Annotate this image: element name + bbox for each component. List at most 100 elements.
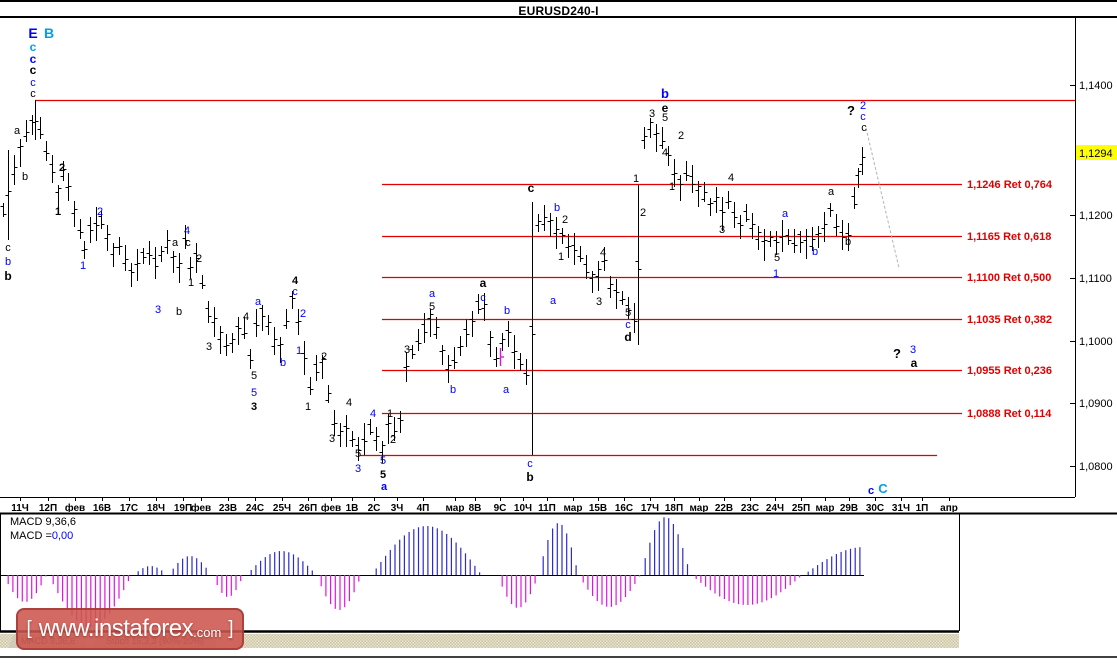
svg-text:1: 1 (80, 260, 86, 272)
svg-text:a: a (911, 356, 918, 370)
svg-text:4: 4 (243, 311, 249, 323)
svg-text:1,0888 Ret 0,114: 1,0888 Ret 0,114 (967, 408, 1052, 420)
svg-text:2: 2 (678, 130, 684, 142)
svg-text:мар: мар (690, 503, 709, 512)
svg-text:e: e (662, 101, 669, 115)
svg-text:1В: 1В (346, 503, 359, 512)
svg-text:2: 2 (300, 308, 306, 320)
svg-text:2: 2 (196, 253, 202, 265)
logo-domain: www.instaforex (38, 615, 194, 642)
svg-text:c: c (528, 181, 535, 195)
svg-text:мар: мар (564, 503, 583, 512)
svg-text:c: c (860, 111, 866, 123)
fibonacci-lines[interactable] (35, 99, 1075, 457)
svg-text:4: 4 (662, 147, 668, 159)
logo-bracket-left: [ (26, 618, 32, 639)
svg-text:1: 1 (773, 268, 779, 280)
svg-text:3: 3 (251, 401, 257, 413)
svg-text:5: 5 (355, 448, 361, 460)
svg-text:31Ч: 31Ч (892, 503, 910, 512)
macd-indicator-label: MACD 9,36,6 (10, 516, 77, 528)
macd-value-readout: MACD =0,00 (10, 530, 73, 542)
svg-text:5: 5 (429, 301, 435, 313)
svg-text:b: b (661, 86, 669, 101)
svg-text:C: C (878, 481, 888, 496)
svg-text:фев: фев (191, 502, 211, 512)
svg-text:1,0955 Ret 0,236: 1,0955 Ret 0,236 (967, 365, 1052, 377)
svg-text:2: 2 (59, 162, 65, 174)
svg-text:c: c (868, 485, 874, 497)
svg-text:a: a (782, 208, 789, 220)
svg-text:18П: 18П (665, 503, 683, 512)
svg-text:2С: 2С (368, 503, 381, 512)
svg-text:3: 3 (155, 304, 161, 316)
svg-text:b: b (812, 246, 818, 258)
svg-text:1П: 1П (916, 503, 929, 512)
svg-text:b: b (176, 306, 182, 318)
svg-text:5: 5 (662, 112, 668, 124)
svg-text:8В: 8В (469, 503, 482, 512)
svg-text:?: ? (847, 103, 855, 118)
svg-text:1,1200: 1,1200 (1079, 210, 1113, 222)
chart-title: EURUSD240-I (518, 4, 599, 18)
svg-text:фев: фев (321, 502, 341, 512)
svg-text:1: 1 (558, 251, 564, 263)
svg-text:17С: 17С (120, 503, 138, 512)
svg-text:1,1035 Ret 0,382: 1,1035 Ret 0,382 (967, 314, 1052, 326)
svg-text:3Ч: 3Ч (391, 503, 404, 512)
svg-text:1: 1 (669, 181, 675, 193)
svg-text:B: B (44, 25, 54, 41)
svg-text:b: b (504, 305, 510, 317)
svg-text:c: c (861, 122, 867, 134)
svg-text:3: 3 (596, 296, 602, 308)
svg-text:c: c (527, 458, 533, 470)
svg-text:5: 5 (774, 252, 780, 264)
svg-text:3: 3 (329, 433, 335, 445)
price-chart-canvas[interactable]: 1,1246 Ret 0,764 1,1165 Ret 0,618 1,1100 R… (0, 17, 1117, 512)
svg-text:a: a (14, 125, 21, 137)
svg-text:?: ? (893, 346, 901, 361)
svg-text:16С: 16С (615, 503, 633, 512)
svg-text:23С: 23С (741, 503, 759, 512)
svg-text:2: 2 (562, 214, 568, 226)
svg-text:b: b (5, 256, 11, 268)
projection-line[interactable] (865, 127, 900, 269)
svg-text:1: 1 (55, 206, 61, 218)
svg-text:b: b (450, 384, 456, 396)
svg-text:1: 1 (188, 277, 194, 289)
svg-text:25Ч: 25Ч (273, 503, 291, 512)
svg-text:5: 5 (380, 469, 386, 481)
svg-text:a: a (480, 276, 487, 290)
svg-text:4П: 4П (417, 503, 430, 512)
svg-text:3: 3 (649, 108, 655, 120)
svg-text:11Ч: 11Ч (11, 503, 29, 512)
svg-text:25П: 25П (792, 503, 810, 512)
svg-text:b: b (554, 202, 560, 214)
instaforex-logo: [www.instaforex .com] (16, 608, 244, 650)
svg-text:1,0900: 1,0900 (1079, 398, 1113, 410)
svg-text:1,1294: 1,1294 (1079, 148, 1113, 160)
svg-text:16В: 16В (93, 503, 111, 512)
svg-text:18Ч: 18Ч (147, 503, 165, 512)
svg-text:b: b (280, 357, 286, 369)
selected-bar-marker[interactable] (499, 348, 504, 366)
current-price-tag: 1,1294 (1076, 145, 1117, 160)
svg-text:22В: 22В (715, 503, 733, 512)
svg-text:c: c (30, 63, 37, 77)
svg-text:c: c (30, 77, 36, 89)
svg-text:1: 1 (387, 408, 393, 420)
svg-text:12П: 12П (39, 503, 57, 512)
svg-text:1,1000: 1,1000 (1079, 336, 1113, 348)
svg-text:3: 3 (355, 463, 361, 475)
svg-text:1: 1 (296, 345, 302, 357)
svg-text:c: c (185, 237, 191, 249)
price-axis: 1,1400 1,1200 1,1100 1,1000 1,0900 1,0800 (1070, 80, 1113, 473)
svg-text:5: 5 (625, 307, 631, 319)
title-bar: EURUSD240-I (0, 0, 1117, 18)
price-bars[interactable] (0, 100, 866, 463)
logo-tld: .com (193, 625, 222, 640)
macd-histogram[interactable] (7, 517, 861, 627)
